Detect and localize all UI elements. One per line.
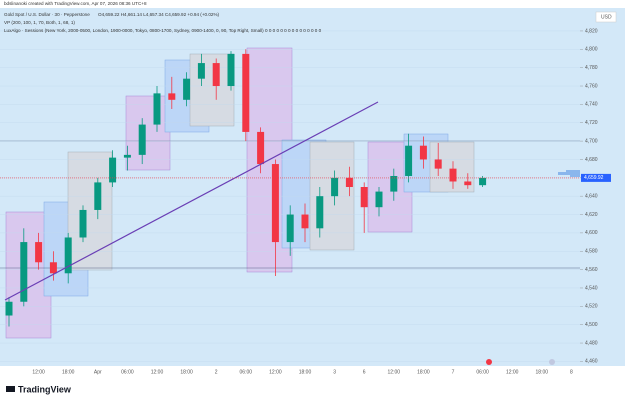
volume-bar [566,170,580,172]
candle-body [271,164,279,243]
footer [0,380,625,402]
trend-line [4,101,379,301]
x-tick-label: 18:00 [180,369,193,375]
x-tick-label: 2 [215,369,218,375]
x-tick-label: 12:00 [269,369,282,375]
candle-body [64,237,72,274]
y-tick-label: 4,500 [585,322,598,328]
series-layer [0,30,580,362]
y-tick-label: 4,780 [585,65,598,71]
y-tick-label: 4,720 [585,120,598,126]
y-tick-label: 4,620 [585,212,598,218]
candle-body [79,209,87,238]
y-tick-label: 4,580 [585,249,598,255]
event-marker[interactable] [549,359,555,365]
session-box [189,53,235,127]
event-marker[interactable] [486,359,492,365]
candle-body [479,177,487,186]
candle-body [197,63,205,79]
candle-body [5,301,13,316]
candle-body [94,182,102,210]
price-axis [580,8,625,366]
x-tick-label: 6 [363,369,366,375]
candle-body [390,175,398,192]
x-tick-label: 3 [333,369,336,375]
candle-body [123,154,131,158]
y-tick-label: 4,460 [585,359,598,365]
session-box [67,151,113,271]
x-tick-label: 12:00 [151,369,164,375]
candle-body [257,131,265,165]
ohlc: O4,659.22 H4,661.14 L4,657.34 C4,659.92 … [98,12,220,17]
x-tick-label: 06:00 [240,369,253,375]
y-tick-label: 4,700 [585,138,598,144]
candle-body [464,181,472,186]
x-tick-label: 18:00 [62,369,75,375]
candle-body [331,177,339,197]
volume-bar [570,175,580,177]
logo: TradingView [18,384,72,394]
x-tick-label: 06:00 [476,369,489,375]
logo-icon [6,386,15,392]
candle-body [20,242,28,302]
candle-body [183,78,191,100]
currency-button[interactable] [595,11,617,23]
indicator: VP (200, 100, 1, 70, Both, 1, 68, 1) [4,20,75,25]
candle-body [449,168,457,182]
y-tick-label: 4,640 [585,194,598,200]
x-tick-label: 18:00 [536,369,549,375]
x-tick-label: 06:00 [121,369,134,375]
y-tick-label: 4,480 [585,340,598,346]
credit: bdslinanoki created with TradingView.com… [4,1,147,6]
currency: USD [601,14,612,20]
y-tick-label: 4,680 [585,157,598,163]
y-tick-label: 4,540 [585,285,598,291]
candle-body [301,214,309,229]
indicator: LuxAlgo · Sessions (New York, 2000-0500,… [4,28,322,33]
y-tick-label: 4,820 [585,28,598,34]
candle-body [360,187,368,208]
volume-bar [558,172,580,175]
candle-body [434,159,442,169]
x-tick-label: 12:00 [388,369,401,375]
y-tick-label: 4,520 [585,304,598,310]
session-box [125,95,171,171]
y-tick-label: 4,760 [585,83,598,89]
candle-body [242,53,250,132]
candle-body [35,242,43,263]
y-tick-label: 4,740 [585,102,598,108]
x-tick-label: 8 [570,369,573,375]
volume-profile [558,170,580,177]
y-tick-label: 4,800 [585,47,598,53]
candle-body [109,157,117,183]
candle-body [138,124,146,155]
y-tick-label: 4,600 [585,230,598,236]
candle-body [153,93,161,125]
y-tick-label: 4,560 [585,267,598,273]
candle-body [375,191,383,208]
x-tick-label: 12:00 [32,369,45,375]
candle-body [345,177,353,187]
candle-body [286,214,294,243]
last-price-tag [581,173,611,182]
x-tick-label: 18:00 [299,369,312,375]
candle-body [168,93,176,100]
x-tick-label: 18:00 [417,369,430,375]
candle-body [405,145,413,176]
candle-body [227,53,235,87]
candle-body [212,63,220,87]
candle-body [316,196,324,229]
x-tick-label: 12:00 [506,369,519,375]
candle-body [419,145,427,160]
symbol: Gold Spot / U.S. Dollar · 30 · Peppersto… [4,12,90,17]
last-price-label: 4,659.92 [584,175,604,181]
candle-body [49,262,57,274]
x-tick-label: 7 [452,369,455,375]
x-tick-label: Apr [94,369,102,375]
